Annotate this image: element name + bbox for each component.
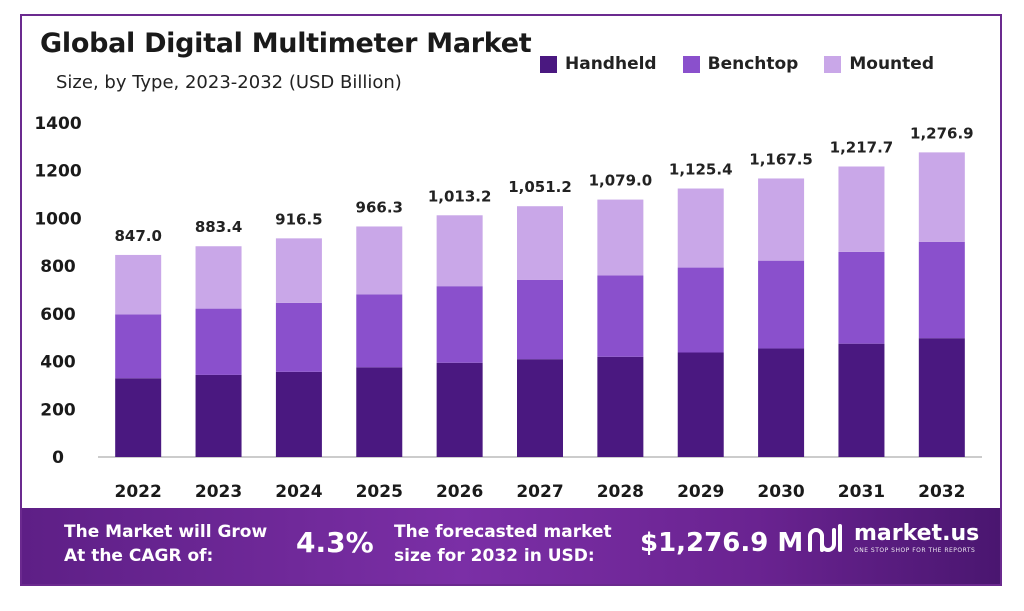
legend-label-mounted: Mounted (849, 54, 934, 74)
data-label-total-2031: 1,217.7 (830, 138, 894, 156)
bar-mounted-2023 (195, 246, 242, 309)
data-label-total-2028: 1,079.0 (589, 172, 653, 190)
bar-mounted-2031 (838, 166, 885, 252)
y-tick-label: 1000 (34, 209, 81, 229)
bar-handheld-2022 (115, 378, 162, 457)
x-tick-label-2023: 2023 (195, 482, 242, 502)
bar-benchtop-2031 (838, 251, 885, 344)
bar-benchtop-2032 (918, 241, 965, 339)
data-label-total-2027: 1,051.2 (508, 178, 572, 196)
bar-mounted-2024 (275, 238, 322, 303)
bar-benchtop-2024 (275, 302, 322, 372)
bar-handheld-2027 (517, 359, 563, 457)
bar-handheld-2026 (436, 362, 483, 457)
legend-label-benchtop: Benchtop (707, 54, 799, 74)
chart-title: Global Digital Multimeter Market (40, 28, 532, 59)
legend-item-handheld: Handheld (540, 54, 657, 74)
cagr-label-line1: The Market will Grow (64, 522, 268, 542)
bar-benchtop-2023 (195, 308, 242, 375)
legend-label-handheld: Handheld (565, 54, 657, 74)
bar-benchtop-2027 (517, 279, 563, 360)
y-tick-label: 0 (52, 448, 64, 468)
y-tick-label: 1200 (34, 162, 81, 182)
legend-swatch-benchtop (682, 55, 700, 73)
bar-handheld-2024 (275, 371, 322, 457)
forecast-label-line2: size for 2032 in USD: (394, 546, 595, 566)
chart-plot: 0 200 400 600 800 1000 1200 1400 847.0 2022 883.4 2… (34, 114, 982, 502)
brand-tagline: ONE STOP SHOP FOR THE REPORTS (854, 546, 976, 554)
data-label-total-2030: 1,167.5 (749, 150, 813, 168)
data-label-total-2024: 916.5 (275, 210, 322, 228)
bar-mounted-2030 (758, 178, 805, 261)
bar-handheld-2023 (195, 374, 242, 457)
x-tick-label-2032: 2032 (918, 482, 965, 502)
bar-benchtop-2026 (436, 286, 483, 363)
x-tick-label-2028: 2028 (597, 482, 644, 502)
bar-mounted-2028 (597, 199, 644, 276)
y-tick-label: 1400 (34, 114, 81, 134)
bar-mounted-2026 (436, 215, 483, 287)
data-label-total-2022: 847.0 (114, 227, 161, 245)
bar-mounted-2032 (918, 152, 965, 242)
bar-handheld-2025 (356, 367, 403, 457)
y-tick-label: 800 (40, 257, 76, 277)
y-tick-label: 200 (40, 400, 76, 420)
market-us-logo-icon (808, 524, 842, 552)
data-label-total-2023: 883.4 (195, 218, 242, 236)
forecast-label-line1: The forecasted market (394, 522, 612, 542)
bar-mounted-2022 (115, 254, 162, 315)
bar-benchtop-2022 (115, 314, 162, 379)
forecast-label: The forecasted market size for 2032 in U… (394, 520, 612, 568)
bar-benchtop-2025 (356, 294, 403, 368)
bar-handheld-2030 (758, 348, 805, 457)
brand-logo[interactable]: market.us ONE STOP SHOP FOR THE REPORTS (806, 522, 979, 554)
legend-swatch-mounted (824, 55, 842, 73)
bar-handheld-2029 (677, 352, 724, 457)
cagr-value: 4.3% (296, 526, 374, 559)
bar-handheld-2031 (838, 343, 885, 457)
x-tick-label-2025: 2025 (356, 482, 403, 502)
x-tick-label-2030: 2030 (757, 482, 804, 502)
x-tick-label-2027: 2027 (516, 482, 563, 502)
forecast-value: $1,276.9 M (640, 528, 804, 558)
y-tick-label: 400 (40, 353, 76, 373)
x-tick-label-2029: 2029 (677, 482, 724, 502)
summary-banner: The Market will Grow At the CAGR of: 4.3… (22, 508, 1000, 584)
bar-mounted-2027 (517, 206, 563, 280)
brand-text-block: market.us ONE STOP SHOP FOR THE REPORTS (854, 520, 980, 554)
y-tick-label: 600 (40, 305, 76, 325)
chart-frame: Global Digital Multimeter Market Size, b… (20, 14, 1002, 586)
cagr-label-line2: At the CAGR of: (64, 546, 214, 566)
brand-name: market.us (854, 520, 980, 546)
data-label-total-2025: 966.3 (356, 198, 403, 216)
x-tick-label-2022: 2022 (115, 482, 162, 502)
legend-item-mounted: Mounted (824, 54, 934, 74)
chart-subtitle: Size, by Type, 2023-2032 (USD Billion) (56, 72, 402, 93)
x-tick-label-2026: 2026 (436, 482, 483, 502)
legend: Handheld Benchtop Mounted (540, 54, 934, 74)
bar-handheld-2028 (597, 356, 644, 457)
cagr-label: The Market will Grow At the CAGR of: (64, 520, 267, 568)
bar-mounted-2029 (677, 188, 724, 268)
x-tick-label-2031: 2031 (838, 482, 885, 502)
data-label-total-2029: 1,125.4 (669, 161, 733, 179)
x-tick-label-2024: 2024 (275, 482, 322, 502)
legend-swatch-handheld (540, 55, 557, 73)
data-label-total-2026: 1,013.2 (428, 187, 492, 205)
bar-handheld-2032 (918, 338, 965, 457)
bar-benchtop-2030 (758, 260, 805, 349)
legend-item-benchtop: Benchtop (682, 54, 799, 74)
bar-mounted-2025 (356, 226, 403, 295)
data-label-total-2032: 1,276.9 (910, 124, 974, 142)
bar-benchtop-2028 (597, 275, 644, 357)
bar-benchtop-2029 (677, 267, 724, 353)
